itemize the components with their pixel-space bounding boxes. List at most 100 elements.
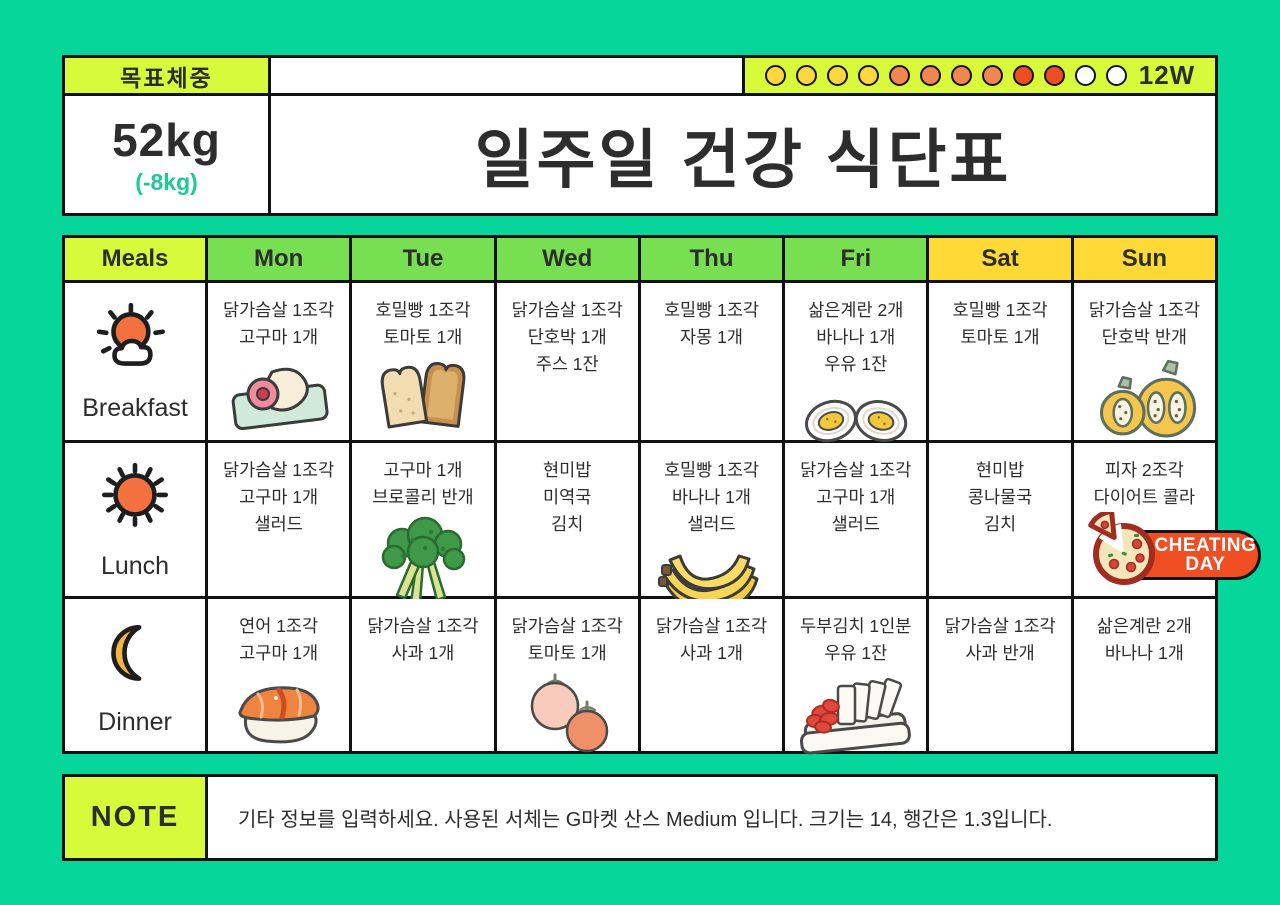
meal-item: 피자 2조각 <box>1104 460 1184 480</box>
meal-item: 단호박 1개 <box>527 327 607 348</box>
progress-dot <box>764 65 786 86</box>
meal-item: 미역국 <box>543 487 592 508</box>
meal-item: 닭가슴살 1조각 <box>1088 300 1200 320</box>
column-header-tue: Tue <box>352 238 494 280</box>
column-header-fri: Fri <box>785 238 927 280</box>
meal-cell-lunch-thu: 호밀빵 1조각 바나나 1개 샐러드 <box>640 443 783 613</box>
progress-dot <box>795 65 817 86</box>
sun-icon <box>94 458 176 540</box>
meal-item: 김치 <box>983 514 1017 535</box>
week-tracker: 12W <box>745 58 1215 93</box>
meal-row-header-breakfast: Breakfast <box>65 283 205 440</box>
meal-item: 삶은계란 2개 <box>808 300 904 320</box>
meal-item: 바나나 1개 <box>671 487 751 508</box>
meal-cell-lunch-fri: 닭가슴살 1조각 고구마 1개 샐러드 <box>785 443 927 596</box>
meal-item: 고구마 1개 <box>239 327 319 348</box>
meal-item: 호밀빵 1조각 <box>375 300 471 320</box>
column-header-wed: Wed <box>496 238 638 280</box>
meal-items: 닭가슴살 1조각 토마토 1개 <box>512 613 623 667</box>
tomatoes-illustration <box>517 672 617 758</box>
column-header-meals: Meals <box>65 238 205 280</box>
meal-items: 닭가슴살 1조각 단호박 1개 주스 1잔 <box>512 297 623 378</box>
note-label: NOTE <box>65 777 205 858</box>
note-text: 기타 정보를 입력하세요. 사용된 서체는 G마켓 산스 Medium 입니다.… <box>208 777 1215 858</box>
meal-item: 바나나 1개 <box>1104 643 1184 664</box>
page-title: 일주일 건강 식단표 <box>271 96 1215 213</box>
weeks-label: 12W <box>1138 60 1196 90</box>
progress-dot <box>826 65 848 86</box>
meal-item: 닭가슴살 1조각 <box>800 460 912 480</box>
meal-items: 연어 1조각 고구마 1개 <box>239 613 318 667</box>
meal-item: 바나나 1개 <box>816 327 896 348</box>
meal-items: 닭가슴살 1조각 고구마 1개 샐러드 <box>223 457 334 538</box>
chicken-breast-illustration <box>223 356 335 436</box>
meal-item: 닭가슴살 1조각 <box>223 300 335 320</box>
progress-dot <box>1105 65 1127 86</box>
meal-cell-dinner-thu: 닭가슴살 1조각 사과 1개 <box>640 599 783 751</box>
column-header-thu: Thu <box>640 238 783 280</box>
weight-input-box <box>271 58 742 93</box>
meal-item: 사과 반개 <box>965 643 1035 664</box>
progress-dot <box>888 65 910 86</box>
meal-row-header-dinner: Dinner <box>65 599 205 751</box>
progress-dot <box>1012 65 1034 86</box>
meal-item: 닭가슴살 1조각 <box>944 616 1056 636</box>
meal-cell-dinner-wed: 닭가슴살 1조각 토마토 1개 <box>496 599 638 753</box>
meal-cell-breakfast-tue: 호밀빵 1조각 토마토 1개 <box>352 283 494 440</box>
tofu-kimchi-illustration <box>795 672 917 758</box>
meal-item: 토마토 1개 <box>960 327 1040 348</box>
meal-item: 현미밥 <box>543 460 592 480</box>
meal-item: 고구마 1개 <box>383 460 463 480</box>
pumpkin-illustration <box>1088 356 1200 442</box>
progress-dot <box>981 65 1003 86</box>
column-header-sat: Sat <box>929 238 1071 280</box>
meal-item: 사과 1개 <box>391 643 455 664</box>
meal-item: 닭가슴살 1조각 <box>223 460 335 480</box>
meal-cell-lunch-mon: 닭가슴살 1조각 고구마 1개 샐러드 <box>208 443 350 596</box>
meal-item: 샐러드 <box>687 514 736 535</box>
moon-icon <box>94 614 176 696</box>
weight-delta: (-8kg) <box>135 169 198 195</box>
badge-line-2: DAY <box>1185 554 1226 575</box>
progress-dots <box>764 65 1127 86</box>
meal-item: 닭가슴살 1조각 <box>367 616 479 636</box>
meal-cell-lunch-tue: 고구마 1개 브로콜리 반개 <box>352 443 494 604</box>
pizza-illustration <box>1082 512 1158 588</box>
meal-item: 단호박 반개 <box>1101 327 1188 348</box>
header: 목표체중 12W 52kg (-8kg) 일주일 건강 식단표 <box>62 55 1218 216</box>
meal-items: 고구마 1개 브로콜리 반개 <box>372 457 473 511</box>
meal-item: 우유 1잔 <box>824 354 888 375</box>
meal-item: 우유 1잔 <box>824 643 888 664</box>
meal-item: 토마토 1개 <box>527 643 607 664</box>
meal-item: 콩나물국 <box>967 487 1033 508</box>
meal-item: 다이어트 콜라 <box>1093 487 1196 508</box>
meal-items: 호밀빵 1조각 바나나 1개 샐러드 <box>664 457 759 538</box>
meal-item: 현미밥 <box>975 460 1025 480</box>
progress-dot <box>919 65 941 86</box>
meal-label-lunch: Lunch <box>100 552 170 580</box>
meal-item: 호밀빵 1조각 <box>663 300 760 320</box>
meal-items: 현미밥 미역국 김치 <box>543 457 591 538</box>
meal-row-header-lunch: Lunch <box>65 443 205 596</box>
progress-dot <box>950 65 972 86</box>
meal-items: 닭가슴살 1조각 고구마 1개 샐러드 <box>800 457 911 538</box>
meal-item: 삶은계란 2개 <box>1096 616 1192 636</box>
meal-item: 자몽 1개 <box>680 327 743 348</box>
meal-item: 두부김치 1인분 <box>800 616 912 636</box>
broccoli-illustration <box>373 516 473 608</box>
meal-item: 주스 1잔 <box>535 354 599 375</box>
current-weight-box: 52kg (-8kg) <box>65 96 268 213</box>
target-weight-label: 목표체중 <box>65 58 268 93</box>
